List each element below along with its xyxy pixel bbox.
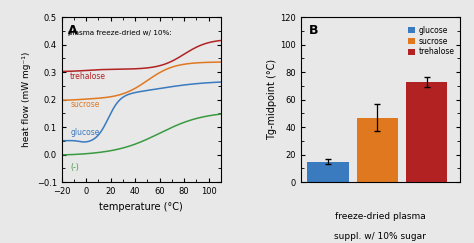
Text: suppl. w/ 10% sugar: suppl. w/ 10% sugar [334,232,426,241]
Y-axis label: Tg-midpoint (°C): Tg-midpoint (°C) [267,59,277,140]
X-axis label: temperature (°C): temperature (°C) [100,202,183,212]
Text: freeze-dried plasma: freeze-dried plasma [335,212,426,221]
Text: trehalose: trehalose [70,72,106,81]
Text: A: A [68,24,78,37]
Bar [357,118,398,182]
Text: (-): (-) [70,163,79,172]
Legend: glucose, sucrose, trehalose: glucose, sucrose, trehalose [406,24,456,58]
Text: plasma freeze-dried w/ 10%:: plasma freeze-dried w/ 10%: [68,30,172,36]
Text: sucrose: sucrose [70,100,100,109]
Bar [307,162,348,182]
Text: B: B [309,24,318,37]
Y-axis label: heat flow (mW mg⁻¹): heat flow (mW mg⁻¹) [22,52,31,147]
Bar [406,82,447,182]
Text: glucose: glucose [70,129,100,138]
